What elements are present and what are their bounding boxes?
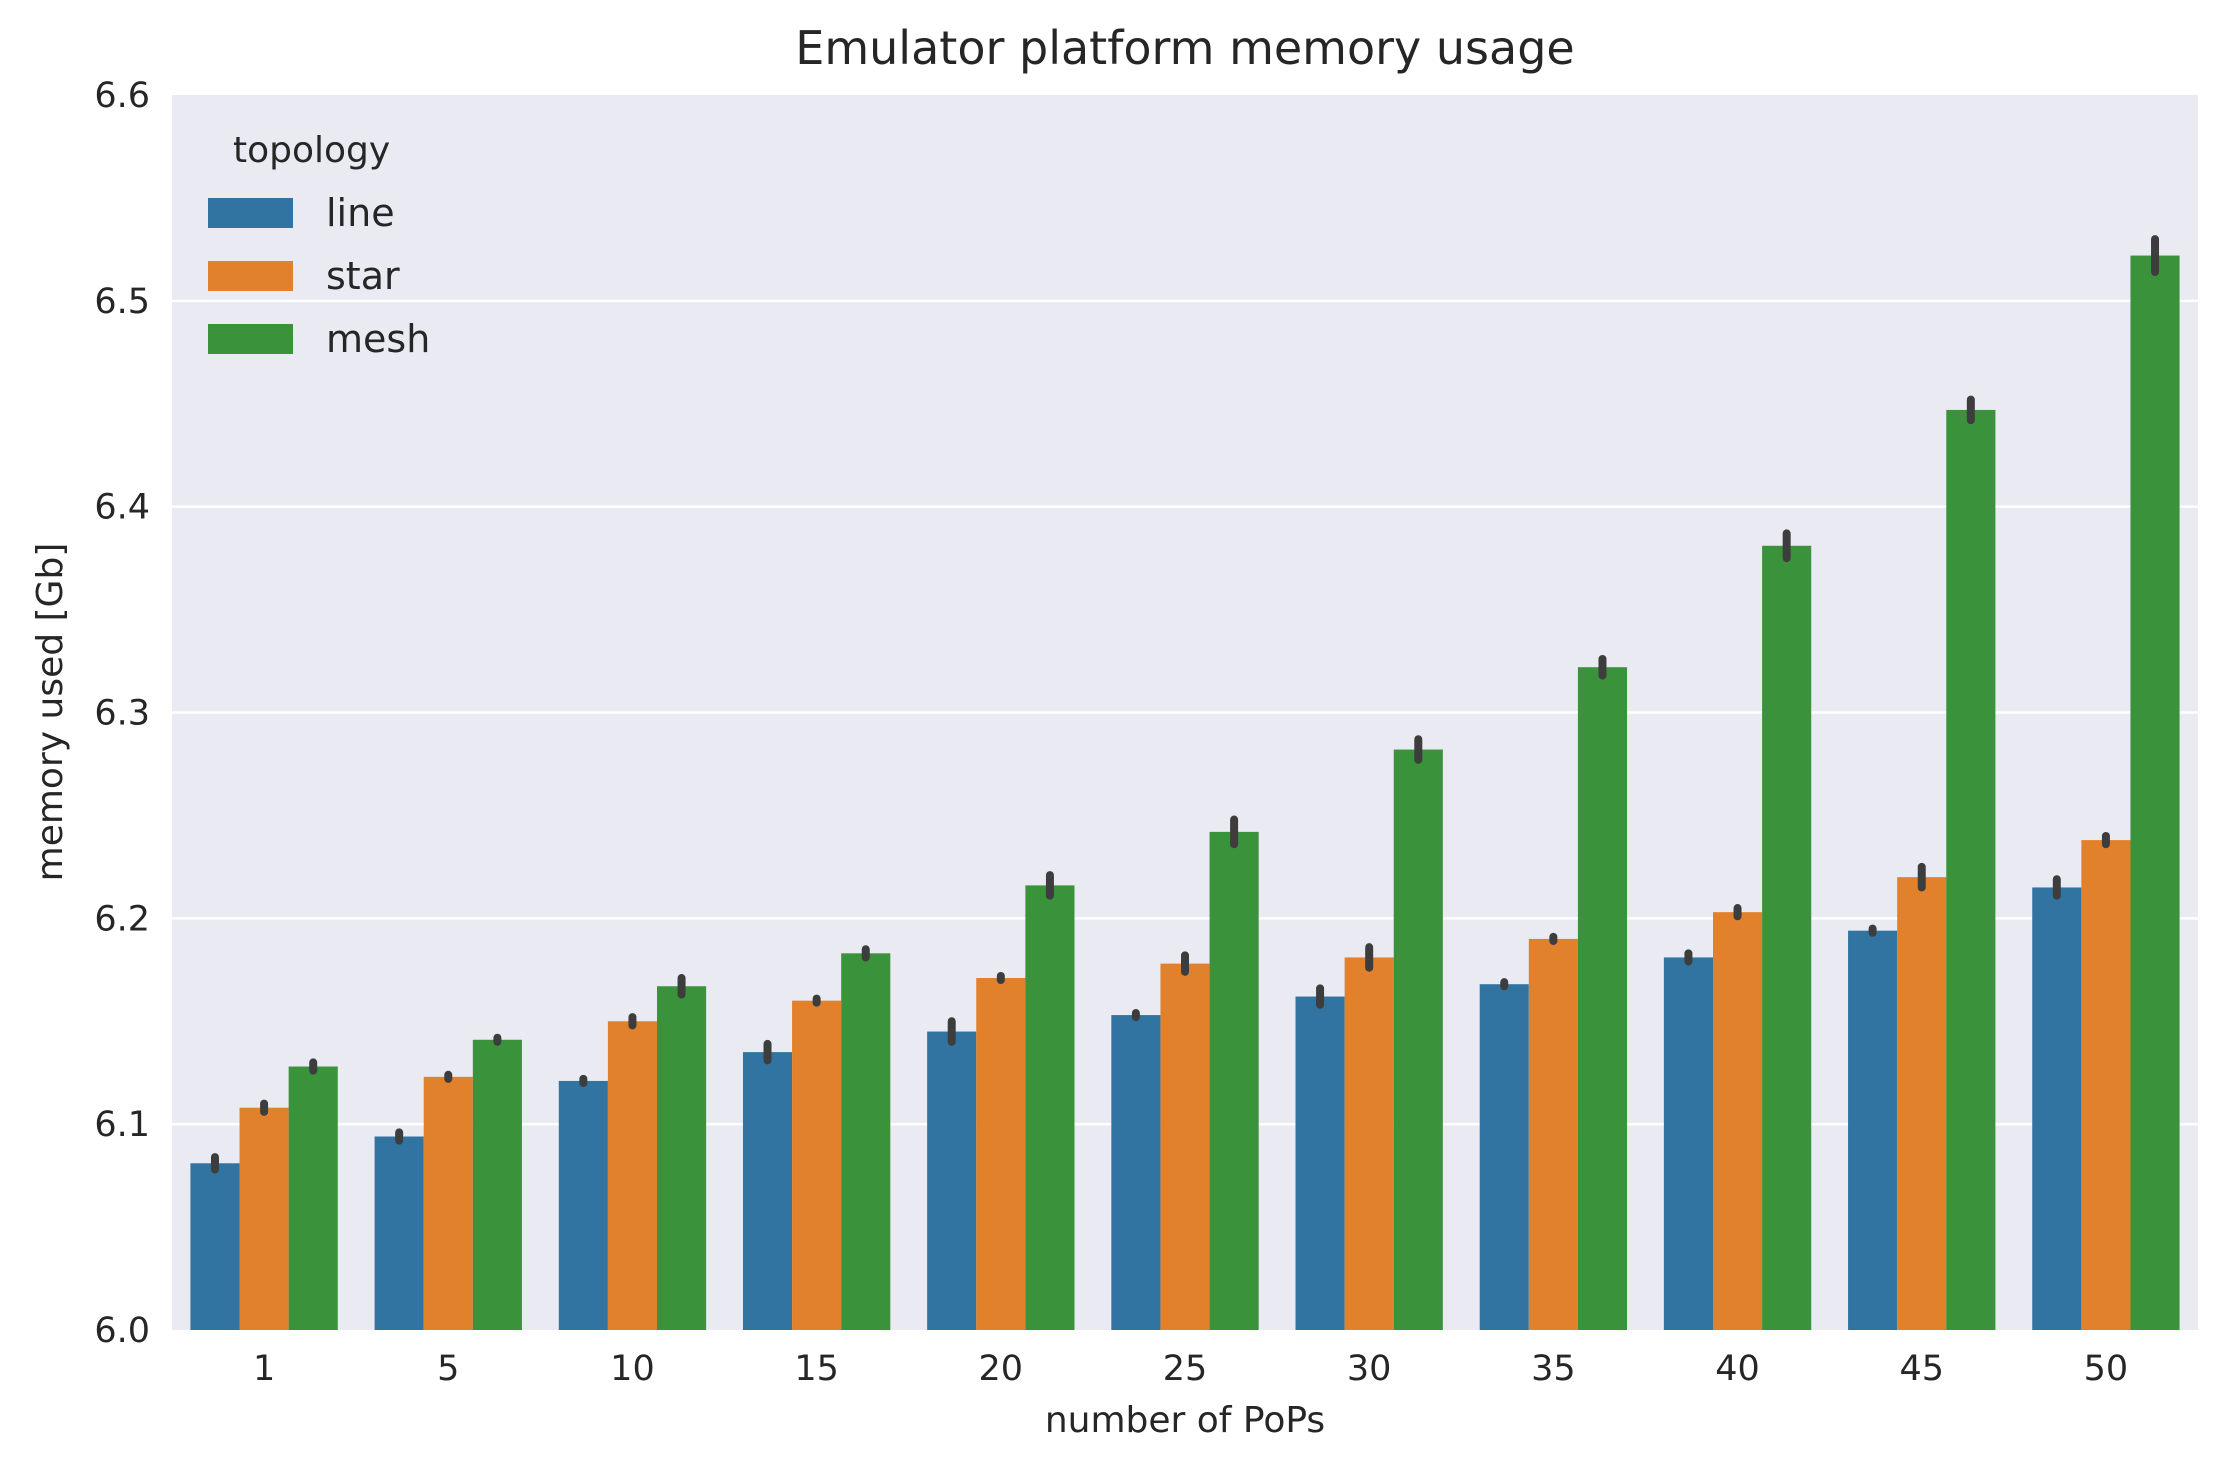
bar-line-25 [1111,1015,1161,1330]
x-tick-label: 35 [1531,1349,1576,1389]
bar-mesh-50 [2130,255,2180,1330]
legend-swatch-line [208,198,293,228]
y-tick-label: 6.5 [94,282,150,322]
bar-star-45 [1897,877,1947,1330]
bar-line-20 [927,1031,977,1330]
bar-star-20 [976,978,1026,1330]
y-axis-label: memory used [Gb] [30,543,71,882]
y-tick-label: 6.4 [94,488,150,528]
x-tick-label: 10 [610,1349,655,1389]
bar-star-25 [1160,963,1210,1330]
y-tick-labels: 6.0 6.1 6.2 6.3 6.4 6.5 6.6 [94,76,150,1351]
y-tick-label: 6.2 [94,899,150,939]
y-tick-label: 6.0 [94,1311,150,1351]
bar-star-30 [1344,957,1394,1330]
bar-star-15 [792,1000,842,1330]
x-tick-label: 1 [253,1349,275,1389]
legend-swatch-mesh [208,324,293,354]
bar-star-35 [1528,938,1578,1330]
bar-mesh-40 [1762,545,1812,1330]
x-tick-label: 30 [1347,1349,1392,1389]
legend-label-line: line [326,191,395,235]
error-bars [210,235,2160,1174]
x-tick-labels: 1 5 10 15 20 25 30 35 40 45 50 [253,1349,2128,1389]
bar-mesh-25 [1209,831,1259,1330]
x-tick-label: 25 [1163,1349,1208,1389]
bar-star-50 [2081,840,2131,1330]
x-tick-label: 50 [2084,1349,2129,1389]
bar-mesh-35 [1577,667,1628,1330]
bar-line-1 [190,1163,240,1330]
x-tick-label: 20 [979,1349,1024,1389]
bar-line-15 [742,1052,793,1330]
x-tick-label: 40 [1715,1349,1760,1389]
bar-mesh-5 [472,1039,522,1330]
bar-mesh-10 [657,986,707,1330]
legend-label-star: star [326,254,400,298]
bar-star-10 [607,1021,658,1330]
bar-mesh-30 [1393,749,1443,1330]
bars [190,255,2180,1330]
bar-mesh-1 [288,1066,338,1330]
legend: topology line star mesh [208,130,430,361]
y-tick-label: 6.1 [94,1105,150,1145]
bar-mesh-20 [1025,885,1075,1330]
bar-star-1 [239,1107,289,1330]
legend-swatch-star [208,261,293,291]
bar-line-50 [2032,887,2082,1330]
bar-line-5 [374,1136,424,1330]
x-tick-label: 45 [1899,1349,1944,1389]
bar-line-30 [1295,996,1345,1330]
bar-line-10 [558,1080,608,1330]
bar-mesh-45 [1946,409,1996,1330]
x-axis-label: number of PoPs [1045,1400,1325,1441]
legend-label-mesh: mesh [326,317,430,361]
bar-line-40 [1663,957,1713,1330]
bar-line-45 [1848,930,1898,1330]
y-tick-label: 6.3 [94,694,150,734]
x-tick-label: 15 [794,1349,839,1389]
bar-star-5 [423,1076,473,1330]
bar-mesh-15 [841,953,891,1330]
bar-star-40 [1712,912,1763,1330]
bar-line-35 [1479,984,1529,1330]
x-tick-label: 5 [437,1349,459,1389]
chart-title: Emulator platform memory usage [795,21,1574,75]
y-tick-label: 6.6 [94,76,150,116]
legend-title: topology [233,130,390,171]
